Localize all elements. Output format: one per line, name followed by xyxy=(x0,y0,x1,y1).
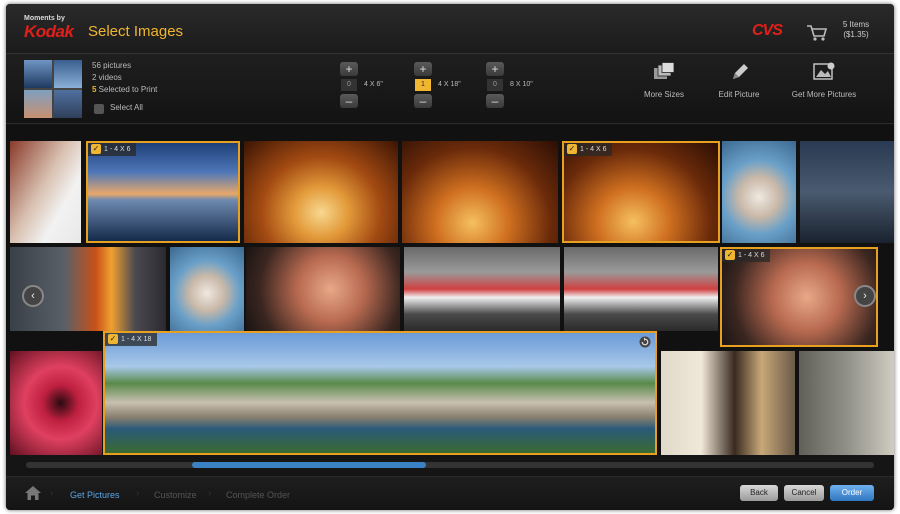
check-icon: ✓ xyxy=(91,144,101,154)
photo-tile-crying-baby[interactable] xyxy=(246,247,400,331)
photo-tile-beach[interactable]: ✓ 1 - 4 X 6 xyxy=(86,141,240,243)
next-page-arrow-icon[interactable]: › xyxy=(854,285,876,307)
breadcrumb-customize: Customize xyxy=(154,490,197,500)
summary-thumbnail xyxy=(24,60,82,118)
photo-tile-canyon-selected[interactable]: ✓ 1 - 4 X 6 xyxy=(562,141,720,243)
check-icon: ✓ xyxy=(725,250,735,260)
decrement-4x18-button[interactable]: – xyxy=(414,94,432,108)
cart-total: ($1.35) xyxy=(843,30,869,39)
selection-summary: 56 pictures 2 videos 5 Selected to Print xyxy=(92,60,157,96)
more-sizes-button[interactable]: More Sizes xyxy=(624,62,704,99)
photo-tile-child-chair[interactable] xyxy=(10,141,81,243)
print-badge-label: 1 - 4 X 18 xyxy=(121,336,152,343)
breadcrumb-complete-order: Complete Order xyxy=(226,490,291,500)
rotate-icon[interactable] xyxy=(639,336,651,348)
breadcrumb-separator-icon: › xyxy=(208,488,212,499)
previous-page-arrow-icon[interactable]: ‹ xyxy=(22,285,44,307)
decrement-8x10-button[interactable]: – xyxy=(486,94,504,108)
photo-tile-canyon-road[interactable] xyxy=(244,141,398,243)
check-icon: ✓ xyxy=(108,334,118,344)
quantity-8x10: 0 xyxy=(487,79,503,91)
toolbar: 56 pictures 2 videos 5 Selected to Print… xyxy=(6,54,894,124)
page-title: Select Images xyxy=(88,23,184,40)
store-logo: CVS xyxy=(752,22,783,39)
pencil-icon xyxy=(733,64,748,79)
increment-4x18-button[interactable]: + xyxy=(414,62,432,76)
get-more-pictures-button[interactable]: Get More Pictures xyxy=(784,62,864,99)
breadcrumb-separator-icon: › xyxy=(50,488,54,499)
selected-to-print: 5 Selected to Print xyxy=(92,84,157,96)
edit-picture-label: Edit Picture xyxy=(718,90,760,99)
selected-count: 5 xyxy=(92,85,97,94)
photo-tile-flower[interactable] xyxy=(10,351,102,455)
quantity-4x6: 0 xyxy=(341,79,357,91)
increment-8x10-button[interactable]: + xyxy=(486,62,504,76)
pictures-count: 56 pictures xyxy=(92,61,132,70)
photo-tile-panorama[interactable]: ✓ 1 - 4 X 18 xyxy=(103,331,657,455)
select-all-checkbox[interactable] xyxy=(94,104,104,114)
photo-tile-man-reading[interactable] xyxy=(661,351,795,455)
gallery-scrollbar-thumb[interactable] xyxy=(192,462,426,468)
photo-tile-tree[interactable] xyxy=(799,351,894,455)
select-all-label[interactable]: Select All xyxy=(110,103,143,112)
decrement-4x6-button[interactable]: – xyxy=(340,94,358,108)
bottom-bar: › Get Pictures › Customize › Complete Or… xyxy=(6,476,894,510)
print-badge: ✓ 1 - 4 X 6 xyxy=(88,143,137,156)
home-icon[interactable] xyxy=(24,485,42,501)
photo-gallery: ✓ 1 - 4 X 6 ✓ 1 - 4 X 6 ✓ 1 - 4 X 6 ✓ 1 - 4 … xyxy=(6,125,894,455)
photo-tile-canyon[interactable] xyxy=(402,141,558,243)
selected-label: Selected to Print xyxy=(96,85,158,94)
edit-picture-button[interactable]: Edit Picture xyxy=(699,62,779,99)
print-badge: ✓ 1 - 4 X 18 xyxy=(105,333,158,346)
print-badge-label: 1 - 4 X 6 xyxy=(738,252,765,259)
get-more-pictures-label: Get More Pictures xyxy=(791,90,857,99)
videos-count: 2 videos xyxy=(92,73,122,82)
kodak-logo: Kodak xyxy=(24,22,74,41)
print-badge: ✓ 1 - 4 X 6 xyxy=(564,143,613,156)
kodak-app-window: Moments by Kodak Select Images CVS 5 Ite… xyxy=(6,4,894,510)
photo-tile-dusk[interactable] xyxy=(800,141,894,243)
photo-tile-cyclists-2[interactable] xyxy=(564,247,718,331)
header: Moments by Kodak Select Images CVS 5 Ite… xyxy=(6,4,894,54)
quantity-4x18: 1 xyxy=(415,79,431,91)
photo-tile-cyclists[interactable] xyxy=(404,247,560,331)
breadcrumb-get-pictures[interactable]: Get Pictures xyxy=(70,490,120,500)
breadcrumb-separator-icon: › xyxy=(136,488,140,499)
size-label-4x18: 4 X 18" xyxy=(438,81,461,88)
size-label-8x10: 8 X 10" xyxy=(510,81,533,88)
increment-4x6-button[interactable]: + xyxy=(340,62,358,76)
gallery-scrollbar-track[interactable] xyxy=(26,462,874,468)
back-button[interactable]: Back xyxy=(740,485,778,501)
size-label-4x6: 4 X 6" xyxy=(364,81,383,88)
check-icon: ✓ xyxy=(567,144,577,154)
photo-tile-crying-baby-selected[interactable]: ✓ 1 - 4 X 6 xyxy=(720,247,878,347)
brand-tagline: Moments by xyxy=(24,15,65,22)
stacked-photos-icon xyxy=(654,62,675,79)
print-badge-label: 1 - 4 X 6 xyxy=(104,146,131,153)
print-badge-label: 1 - 4 X 6 xyxy=(580,146,607,153)
cart-items-count: 5 Items xyxy=(842,20,870,29)
cart-summary[interactable]: 5 Items ($1.35) xyxy=(836,20,876,40)
print-badge: ✓ 1 - 4 X 6 xyxy=(722,249,771,262)
order-button[interactable]: Order xyxy=(830,485,874,501)
photo-tile-cow[interactable] xyxy=(722,141,796,243)
add-photo-icon xyxy=(813,62,835,80)
photo-tile-cow-2[interactable] xyxy=(170,247,244,331)
cart-icon[interactable] xyxy=(806,24,828,42)
more-sizes-label: More Sizes xyxy=(643,90,684,99)
cancel-button[interactable]: Cancel xyxy=(784,485,824,501)
